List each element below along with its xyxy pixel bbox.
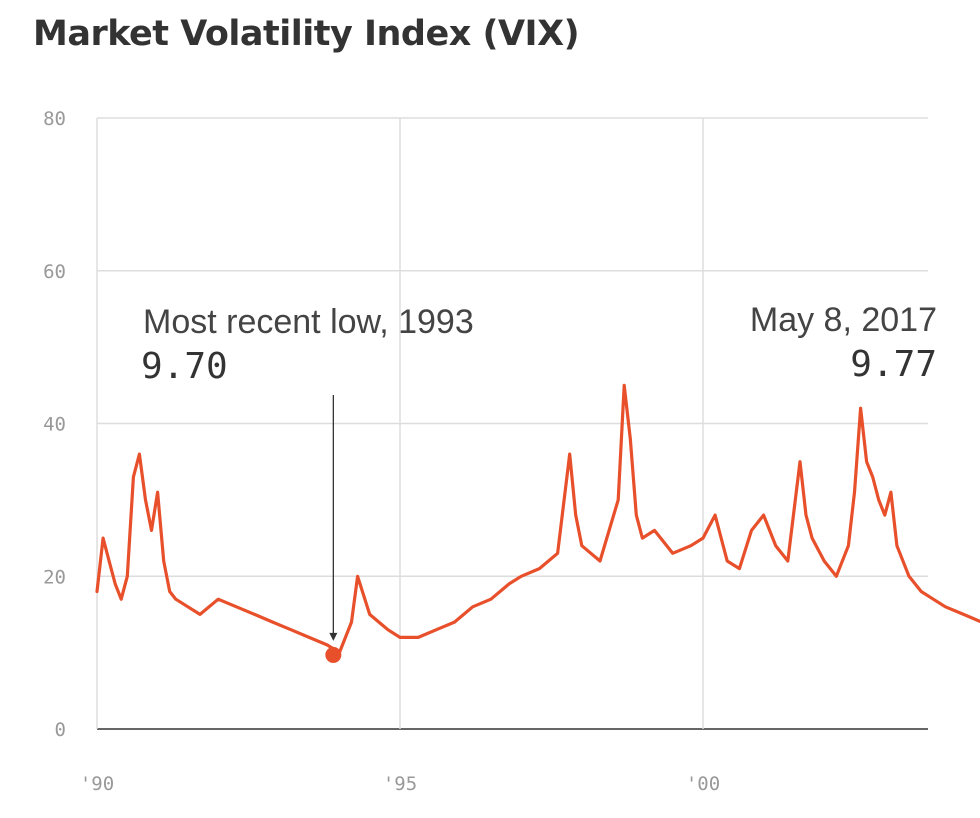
y-tick-label-0: 0 [55,719,66,741]
annotation-low-value: 9.70 [141,346,228,387]
grid-lines [96,117,928,730]
x-tick-label-1990: '90 [80,773,114,795]
series-group [95,383,980,655]
x-axis-tick-labels: '90'95'00'05'10'15 [80,773,720,795]
x-tick-label-1995: '95 [383,773,417,795]
chart-title: Market Volatility Index (VIX) [33,14,580,54]
vix-series-line [95,383,980,655]
y-axis-tick-labels: 0 20 40 60 80 [43,108,66,741]
y-tick-label-60: 60 [43,261,66,283]
annotation-recent-label: May 8, 2017 [750,301,937,339]
y-tick-label-20: 20 [43,566,66,588]
annotation-recent-value: 9.77 [850,344,937,385]
annotation-low-arrowhead [329,632,338,641]
y-tick-label-80: 80 [43,108,66,130]
annotation-low-label: Most recent low, 1993 [143,303,474,341]
y-tick-label-40: 40 [43,414,66,436]
x-tick-label-2000: '00 [686,773,720,795]
annotations: Most recent low, 1993 9.70 May 8, 2017 9.77 [141,301,937,663]
annotation-low-dot [325,646,342,663]
